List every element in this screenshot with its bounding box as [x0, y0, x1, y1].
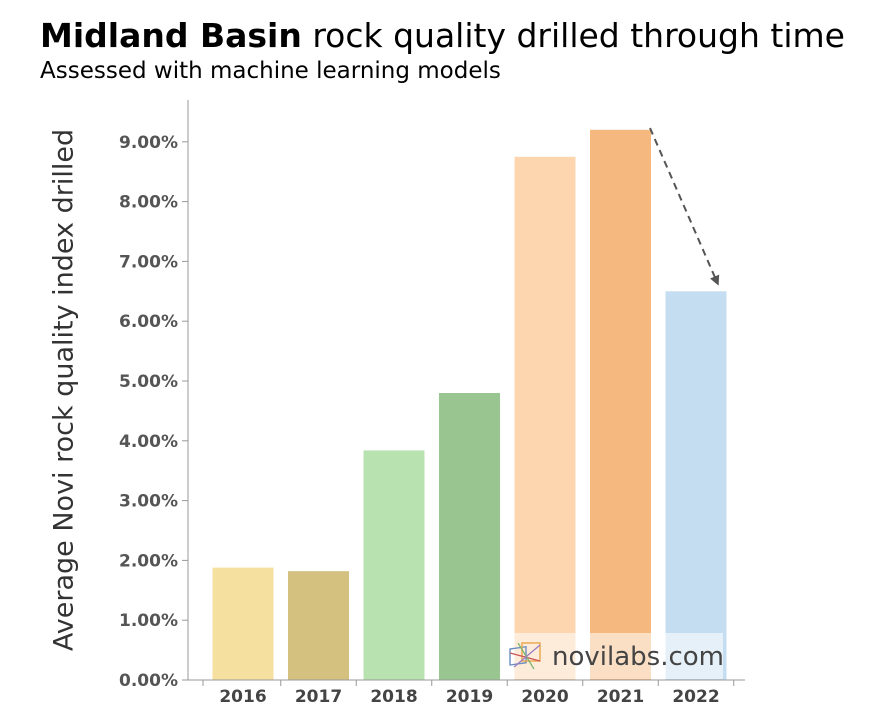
chart-title-rest: rock quality drilled through time	[301, 16, 845, 55]
watermark-text: novilabs.com	[552, 642, 724, 672]
bar-2021	[590, 129, 651, 681]
trend-arrow	[649, 127, 720, 286]
x-tick-label: 2018	[370, 687, 417, 707]
x-ticks-group: 2016 2017 2018 2019 2020 2021 2022	[202, 680, 735, 707]
bar-2022	[665, 291, 727, 680]
x-tick-label: 2021	[597, 687, 644, 707]
y-tick-label: 6.00%	[119, 312, 178, 332]
y-ticks-group: 0.00% 1.00% 2.00% 3.00% 4.00% 5.00% 6.00% 7.00%…	[119, 133, 188, 691]
bar-2018	[363, 450, 425, 680]
x-tick-label: 2019	[446, 687, 493, 707]
y-tick-label: 2.00%	[119, 551, 178, 571]
x-tick-label: 2016	[219, 687, 266, 707]
bar-2019	[439, 393, 500, 680]
y-tick-label: 4.00%	[119, 432, 178, 452]
bar-2020	[514, 156, 576, 681]
x-tick-label: 2020	[521, 687, 568, 707]
y-tick-label: 8.00%	[119, 193, 178, 213]
x-tick-label: 2022	[672, 687, 719, 707]
chart-title-bold: Midland Basin	[40, 16, 302, 55]
y-tick-label: 1.00%	[119, 611, 178, 631]
bar-2017	[288, 571, 349, 680]
x-tick-label: 2017	[295, 687, 342, 707]
y-tick-label: 7.00%	[119, 252, 178, 272]
chart-subtitle: Assessed with machine learning models	[40, 58, 501, 84]
y-tick-label: 9.00%	[119, 133, 178, 153]
chart-title: Midland Basin rock quality drilled throu…	[40, 16, 845, 55]
bar-2016	[212, 567, 274, 680]
novilabs-logo-icon	[509, 642, 541, 670]
bars-group	[212, 129, 727, 681]
y-tick-label: 0.00%	[119, 671, 178, 691]
y-tick-label: 5.00%	[119, 372, 178, 392]
y-tick-label: 3.00%	[119, 492, 178, 512]
watermark-backdrop	[505, 633, 723, 679]
watermark: novilabs.com	[505, 633, 724, 679]
